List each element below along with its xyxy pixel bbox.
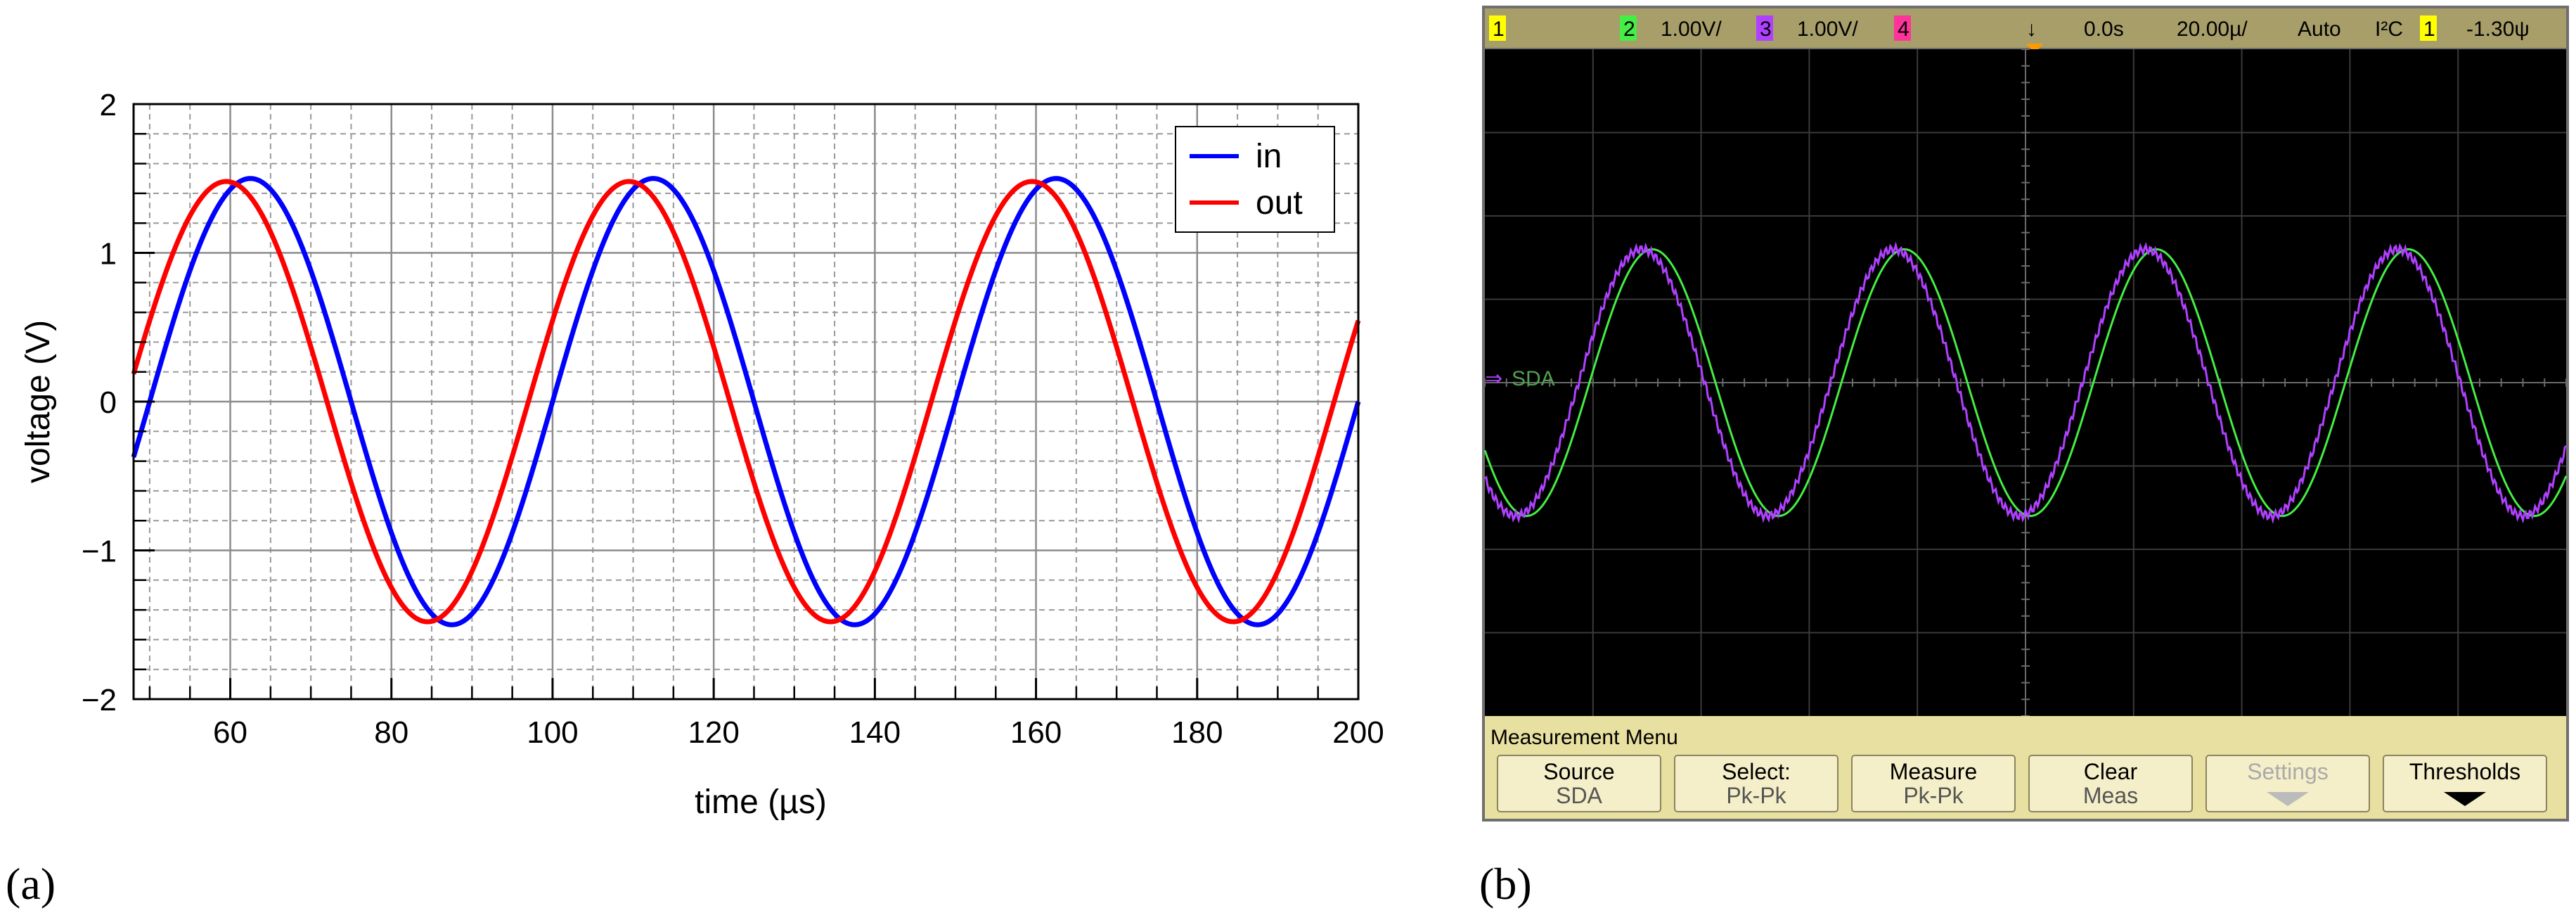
legend-a: in out xyxy=(1175,126,1335,233)
softkey-label: Measure xyxy=(1890,759,1978,784)
softkey-sub: Meas xyxy=(2083,783,2138,808)
trigger-ch-badge: 1 xyxy=(2423,18,2435,41)
softkey-select[interactable]: Select:Pk-Pk xyxy=(1674,755,1838,812)
softkey-face[interactable] xyxy=(2205,755,2370,812)
x-tick-label: 160 xyxy=(1010,715,1062,750)
series-line-in xyxy=(131,176,1361,627)
softkey-face[interactable] xyxy=(2028,755,2193,812)
trigger-edge-icon: ↓ xyxy=(2026,18,2037,41)
x-tick-label: 200 xyxy=(1332,715,1384,750)
legend-box xyxy=(1175,126,1335,233)
legend-label-out: out xyxy=(1256,184,1303,222)
ch3-scale: 1.00V/ xyxy=(1797,18,1858,41)
time-offset: 0.0s xyxy=(2084,18,2124,41)
softkey-row: SourceSDASelect:Pk-PkMeasurePk-PkClearMe… xyxy=(1497,755,2547,812)
trigger-position-marker xyxy=(2026,44,2043,53)
softkey-label: Thresholds xyxy=(2409,759,2520,784)
ch1-badge: 1 xyxy=(1493,18,1505,41)
scope-header: 1 2 1.00V/ 3 1.00V/ 4 ↓ 0.0s 20.00µ/ Aut… xyxy=(1489,15,2530,41)
ch2-badge-bg xyxy=(1620,15,1637,41)
softkey-face[interactable] xyxy=(1851,755,2016,812)
x-tick-label: 180 xyxy=(1171,715,1223,750)
oscilloscope-screen: 1 2 1.00V/ 3 1.00V/ 4 ↓ 0.0s 20.00µ/ Aut… xyxy=(1482,6,2569,822)
x-axis-title-a: time (µs) xyxy=(695,784,827,821)
y-tick-label: 2 xyxy=(100,88,117,122)
scope-trace-ch3 xyxy=(1484,241,2568,524)
softkey-settings[interactable]: Settings xyxy=(2205,755,2370,812)
ch2-scale: 1.00V/ xyxy=(1661,18,1722,41)
legend-label-in: in xyxy=(1256,138,1282,175)
arrow-down-icon xyxy=(2267,792,2309,806)
panel-label-a: (a) xyxy=(6,859,56,909)
ch3-badge: 3 xyxy=(1760,18,1772,41)
x-tick-label: 100 xyxy=(527,715,578,750)
scope-header-bar xyxy=(1485,8,2566,48)
ch1-badge-bg xyxy=(1489,15,1506,41)
x-tick-label: 60 xyxy=(213,715,247,750)
ticks-a xyxy=(134,103,1360,701)
series-line-out xyxy=(131,179,1361,625)
softkey-face[interactable] xyxy=(1497,755,1661,812)
trigger-source: I²C xyxy=(2375,18,2403,41)
softkey-sub: Pk-Pk xyxy=(1903,783,1964,808)
arrow-down-icon xyxy=(2444,792,2486,806)
y-tick-label: 0 xyxy=(100,385,117,420)
softkey-thresholds[interactable]: Thresholds xyxy=(2383,755,2547,812)
softkey-label: Settings xyxy=(2247,759,2329,784)
softkey-sub: Pk-Pk xyxy=(1726,783,1786,808)
panel-label-b: (b) xyxy=(1479,859,1532,909)
softkey-label: Clear xyxy=(2084,759,2138,784)
scope-traces xyxy=(1483,241,2568,524)
softkey-face[interactable] xyxy=(2383,755,2547,812)
ground-marker-icon: ⇒ xyxy=(1485,367,1502,390)
sda-trace-label: SDA xyxy=(1512,367,1555,390)
y-tick-label: −2 xyxy=(82,683,117,717)
ch2-badge: 2 xyxy=(1623,18,1635,41)
x-tick-label: 140 xyxy=(849,715,901,750)
series-group-a xyxy=(131,176,1361,627)
y-tick-label: −1 xyxy=(82,535,117,569)
softkey-label: Source xyxy=(1543,759,1614,784)
trigger-ch-badge-bg xyxy=(2420,15,2437,41)
x-tick-label: 120 xyxy=(688,715,739,750)
ch4-badge: 4 xyxy=(1898,18,1910,41)
y-axis-title-a: voltage (V) xyxy=(20,320,57,483)
scope-graticule xyxy=(1484,49,2567,717)
y-tick-label: 1 xyxy=(100,237,117,271)
trigger-level: -1.30ψ xyxy=(2466,18,2530,41)
x-tick-label: 80 xyxy=(374,715,408,750)
softkey-face[interactable] xyxy=(1674,755,1838,812)
trigger-mode: Auto xyxy=(2298,18,2341,41)
tick-labels-a: 60 80 100 120 140 160 180 200 −2 −1 0 1 2 xyxy=(82,88,1384,750)
menu-title: Measurement Menu xyxy=(1490,726,1678,749)
ch3-badge-bg xyxy=(1756,15,1773,41)
softkey-sub: SDA xyxy=(1556,783,1602,808)
ch4-badge-bg xyxy=(1894,15,1911,41)
softkey-label: Select: xyxy=(1722,759,1791,784)
time-scale: 20.00µ/ xyxy=(2177,18,2248,41)
